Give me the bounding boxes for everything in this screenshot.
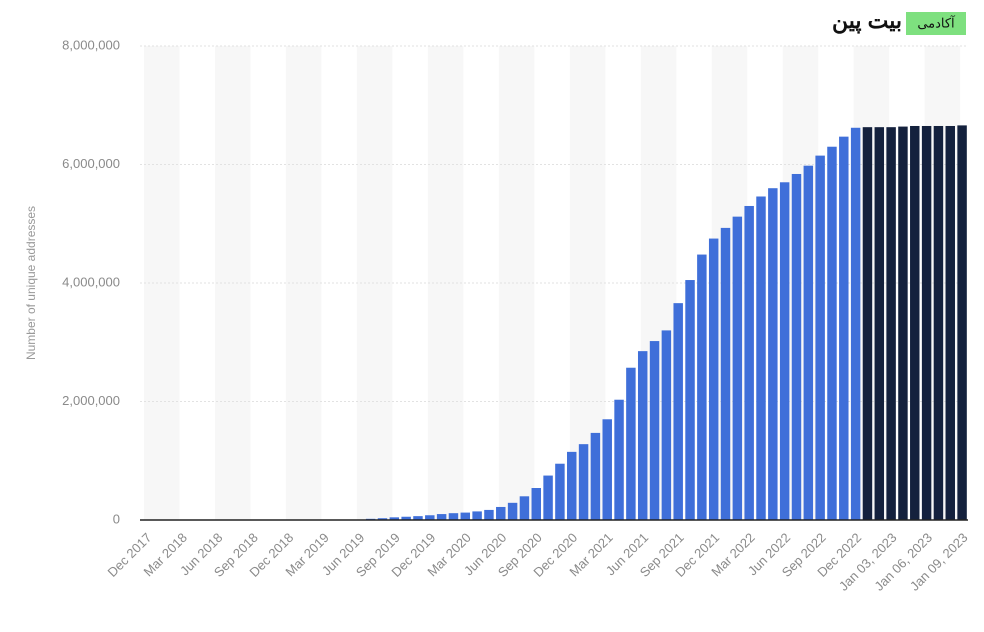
bar	[484, 509, 494, 520]
bar	[413, 516, 423, 520]
y-tick-label: 0	[113, 511, 120, 526]
bar	[614, 399, 624, 520]
stripe	[356, 46, 393, 520]
bar	[555, 463, 565, 520]
bar	[590, 432, 601, 520]
bar	[791, 173, 802, 521]
y-tick-label: 8,000,000	[62, 37, 120, 52]
bar	[448, 513, 459, 520]
bar	[779, 182, 790, 520]
y-tick-label: 2,000,000	[62, 393, 120, 408]
bar	[472, 511, 482, 520]
bar	[815, 155, 825, 521]
bar	[507, 502, 518, 520]
y-tick-label: 4,000,000	[62, 274, 120, 289]
bar	[460, 512, 471, 520]
stripe	[285, 46, 322, 520]
bar	[708, 238, 719, 520]
bar	[389, 517, 400, 520]
bar	[425, 515, 435, 520]
bar	[697, 254, 707, 520]
logo-badge: آکادمی	[917, 14, 956, 30]
bar	[685, 280, 695, 520]
logo-brand: بیت پین	[832, 8, 902, 35]
bar	[531, 488, 541, 520]
bar	[637, 351, 648, 520]
bar	[756, 196, 766, 520]
bar	[874, 127, 885, 521]
bar	[578, 444, 589, 520]
bar	[933, 125, 944, 521]
bar	[567, 451, 577, 520]
bar	[496, 506, 506, 520]
bar	[850, 127, 861, 520]
bar	[649, 341, 660, 520]
bar	[957, 125, 967, 521]
bar	[910, 125, 920, 521]
bar	[839, 136, 849, 520]
bar	[886, 127, 896, 521]
bar	[898, 126, 908, 520]
bar	[732, 216, 743, 520]
bar	[436, 514, 447, 520]
bar	[401, 516, 411, 520]
bar	[602, 419, 612, 520]
logo-badge-bg	[906, 12, 966, 35]
y-tick-label: 6,000,000	[62, 156, 120, 171]
bar	[768, 188, 778, 520]
y-axis-label: Number of unique addresses	[24, 206, 38, 360]
bar	[744, 205, 754, 520]
bar	[945, 125, 955, 521]
bar	[519, 496, 530, 520]
bar	[543, 475, 553, 520]
bar	[377, 518, 388, 520]
bar	[803, 165, 814, 520]
bar	[720, 227, 731, 520]
bar	[661, 330, 672, 520]
bar	[626, 367, 636, 520]
bar	[862, 127, 873, 521]
bar	[673, 303, 683, 520]
bar	[827, 146, 837, 520]
bar	[921, 125, 932, 521]
